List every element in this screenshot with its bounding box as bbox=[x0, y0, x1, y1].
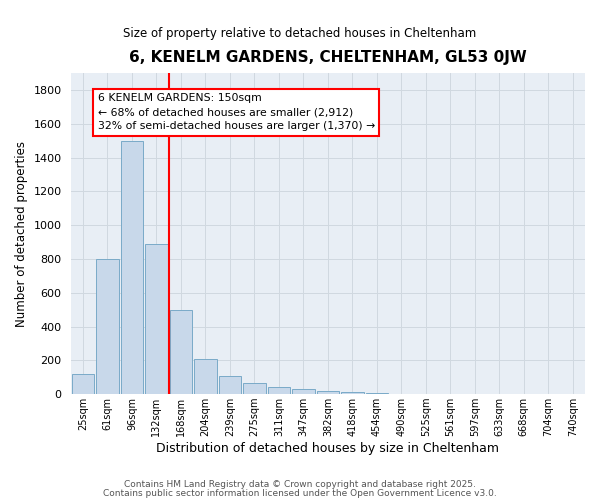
Bar bbox=[71, 374, 94, 394]
Bar bbox=[121, 140, 143, 394]
Text: Size of property relative to detached houses in Cheltenham: Size of property relative to detached ho… bbox=[124, 28, 476, 40]
Bar bbox=[194, 358, 217, 394]
Bar bbox=[145, 244, 167, 394]
Bar bbox=[292, 389, 314, 394]
Bar bbox=[170, 310, 192, 394]
Title: 6, KENELM GARDENS, CHELTENHAM, GL53 0JW: 6, KENELM GARDENS, CHELTENHAM, GL53 0JW bbox=[129, 50, 527, 65]
Text: 6 KENELM GARDENS: 150sqm
← 68% of detached houses are smaller (2,912)
32% of sem: 6 KENELM GARDENS: 150sqm ← 68% of detach… bbox=[98, 94, 375, 132]
X-axis label: Distribution of detached houses by size in Cheltenham: Distribution of detached houses by size … bbox=[157, 442, 499, 455]
Bar bbox=[243, 383, 266, 394]
Text: Contains HM Land Registry data © Crown copyright and database right 2025.: Contains HM Land Registry data © Crown c… bbox=[124, 480, 476, 489]
Y-axis label: Number of detached properties: Number of detached properties bbox=[15, 140, 28, 326]
Bar bbox=[341, 392, 364, 394]
Text: Contains public sector information licensed under the Open Government Licence v3: Contains public sector information licen… bbox=[103, 490, 497, 498]
Bar bbox=[317, 391, 339, 394]
Bar bbox=[268, 386, 290, 394]
Bar bbox=[96, 259, 119, 394]
Bar bbox=[218, 376, 241, 394]
